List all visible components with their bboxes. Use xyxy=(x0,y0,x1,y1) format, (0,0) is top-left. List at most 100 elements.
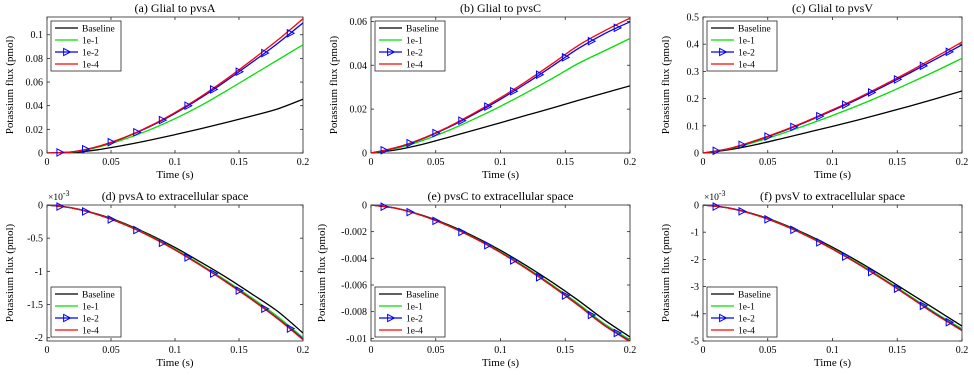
series-line-1e-4 xyxy=(47,18,303,153)
series-marker-1e-2 xyxy=(919,61,929,71)
legend-label: 1e-1 xyxy=(82,302,99,312)
y-axis-label: Potassium flux (pmol) xyxy=(660,35,672,134)
y-tick-label: 0.3 xyxy=(687,67,700,78)
x-tick-label: 0.2 xyxy=(624,345,637,356)
x-tick-label: 0.05 xyxy=(427,345,445,356)
series-marker-1e-2 xyxy=(587,36,597,46)
x-axis-label: Time (s) xyxy=(156,357,194,369)
series-marker-1e-2 xyxy=(893,74,903,84)
y-axis-label: Potassium flux (pmol) xyxy=(316,223,328,322)
x-tick-label: 0.05 xyxy=(759,157,777,168)
legend-label: 1e-2 xyxy=(738,314,755,324)
plot-area xyxy=(703,205,962,332)
series-marker-1e-2 xyxy=(82,207,91,216)
y-tick-label: 0.1 xyxy=(31,30,44,41)
plot-area xyxy=(371,17,630,153)
x-tick-label: 0.2 xyxy=(297,345,310,356)
x-tick-label: 0.15 xyxy=(889,345,907,356)
legend-label: 1e-4 xyxy=(82,326,99,336)
legend: Baseline 1e-1 1e-2 1e-4 xyxy=(374,20,446,72)
series-line-Baseline xyxy=(703,90,962,153)
series-marker-1e-2 xyxy=(867,267,877,277)
y-axis-label: Potassium flux (pmol) xyxy=(660,223,672,322)
series-marker-1e-2 xyxy=(510,86,519,96)
series-marker-1e-2 xyxy=(107,137,117,147)
x-axis-label: Time (s) xyxy=(814,357,852,369)
x-tick-label: 0.05 xyxy=(759,345,777,356)
legend-label: 1e-2 xyxy=(406,314,423,324)
subplot-3: 0 0.05 0.1 0.15 0.2 0 0.1 0.2 0.3 0.4 0.5 (c) Glial… xyxy=(660,1,968,181)
subplot-6: 0 0.05 0.1 0.15 0.2 -5 -4 -3 -2 -1 0 ×10-3 (f) pvsV … xyxy=(660,189,968,369)
series-marker-1e-2 xyxy=(133,127,142,137)
legend-box xyxy=(706,286,778,338)
legend-marker-1e-2 xyxy=(719,313,728,323)
series-marker-1e-2 xyxy=(235,286,245,296)
plot-area xyxy=(47,18,303,153)
x-tick-label: 0.15 xyxy=(557,157,575,168)
series-marker-1e-2 xyxy=(261,304,270,314)
x-tick-label: 0 xyxy=(701,345,706,356)
y-tick-label: -0.5 xyxy=(27,234,43,245)
y-tick-label: 0 xyxy=(38,201,43,212)
legend-box xyxy=(50,286,122,338)
legend-marker-1e-2 xyxy=(387,313,396,323)
y-tick-label: 0 xyxy=(38,149,43,160)
legend-label: 1e-1 xyxy=(738,302,755,312)
series-marker-1e-2 xyxy=(210,269,219,278)
series-marker-1e-2 xyxy=(406,207,415,217)
series-marker-1e-2 xyxy=(432,216,441,226)
legend: Baseline 1e-1 1e-2 1e-4 xyxy=(374,286,446,338)
series-marker-1e-2 xyxy=(484,102,493,112)
plot-area xyxy=(703,41,962,153)
legend: Baseline 1e-1 1e-2 1e-4 xyxy=(50,20,122,72)
x-tick-label: 0.1 xyxy=(494,157,507,168)
legend: Baseline 1e-1 1e-2 1e-4 xyxy=(706,286,778,338)
series-marker-1e-2 xyxy=(790,122,799,132)
series-marker-1e-2 xyxy=(184,101,193,111)
series-marker-1e-2 xyxy=(535,70,545,80)
series-marker-1e-2 xyxy=(210,85,219,94)
series-marker-1e-2 xyxy=(380,145,389,155)
x-tick-label: 0.15 xyxy=(230,345,248,356)
x-tick-label: 0.15 xyxy=(889,157,907,168)
series-marker-1e-2 xyxy=(184,253,193,262)
legend-marker-1e-2 xyxy=(387,47,396,57)
series-marker-1e-2 xyxy=(82,144,91,154)
legend-label: Baseline xyxy=(406,24,439,34)
legend-label: 1e-4 xyxy=(738,60,755,70)
x-axis-label: Time (s) xyxy=(156,169,194,181)
series-marker-1e-2 xyxy=(286,28,296,38)
y-tick-label: 0.02 xyxy=(350,105,368,116)
series-marker-1e-2 xyxy=(235,67,245,77)
x-tick-label: 0.2 xyxy=(956,157,969,168)
series-marker-1e-2 xyxy=(893,284,903,294)
x-tick-label: 0.2 xyxy=(956,345,969,356)
legend-label: Baseline xyxy=(738,24,771,34)
series-line-1e-4 xyxy=(371,205,630,341)
series-marker-1e-2 xyxy=(790,225,799,235)
subplot-title: (f) pvsV to extracellular space xyxy=(760,189,905,203)
series-marker-1e-2 xyxy=(56,147,65,157)
legend-marker-1e-2 xyxy=(63,313,72,323)
legend-label: 1e-4 xyxy=(82,60,99,70)
legend-box xyxy=(706,20,778,72)
legend-label: 1e-1 xyxy=(406,36,423,46)
series-marker-1e-2 xyxy=(613,328,623,338)
x-tick-label: 0.05 xyxy=(427,157,445,168)
x-tick-label: 0.15 xyxy=(230,157,248,168)
y-tick-label: -0.006 xyxy=(341,281,367,292)
legend-label: 1e-1 xyxy=(82,36,99,46)
y-tick-label: 0.06 xyxy=(26,78,44,89)
series-marker-1e-2 xyxy=(535,272,545,282)
x-tick-label: 0 xyxy=(45,345,50,356)
series-marker-1e-2 xyxy=(712,202,721,211)
y-tick-label: -0.008 xyxy=(341,307,367,318)
series-line-1e-4 xyxy=(703,41,962,153)
y-tick-label: 0.06 xyxy=(350,17,368,28)
y-tick-label: 0.04 xyxy=(26,101,44,112)
y-tick-label: -3 xyxy=(691,282,699,293)
y-tick-label: -0.01 xyxy=(346,334,367,345)
series-marker-1e-2 xyxy=(842,100,851,110)
y-tick-label: 0.4 xyxy=(687,40,700,51)
